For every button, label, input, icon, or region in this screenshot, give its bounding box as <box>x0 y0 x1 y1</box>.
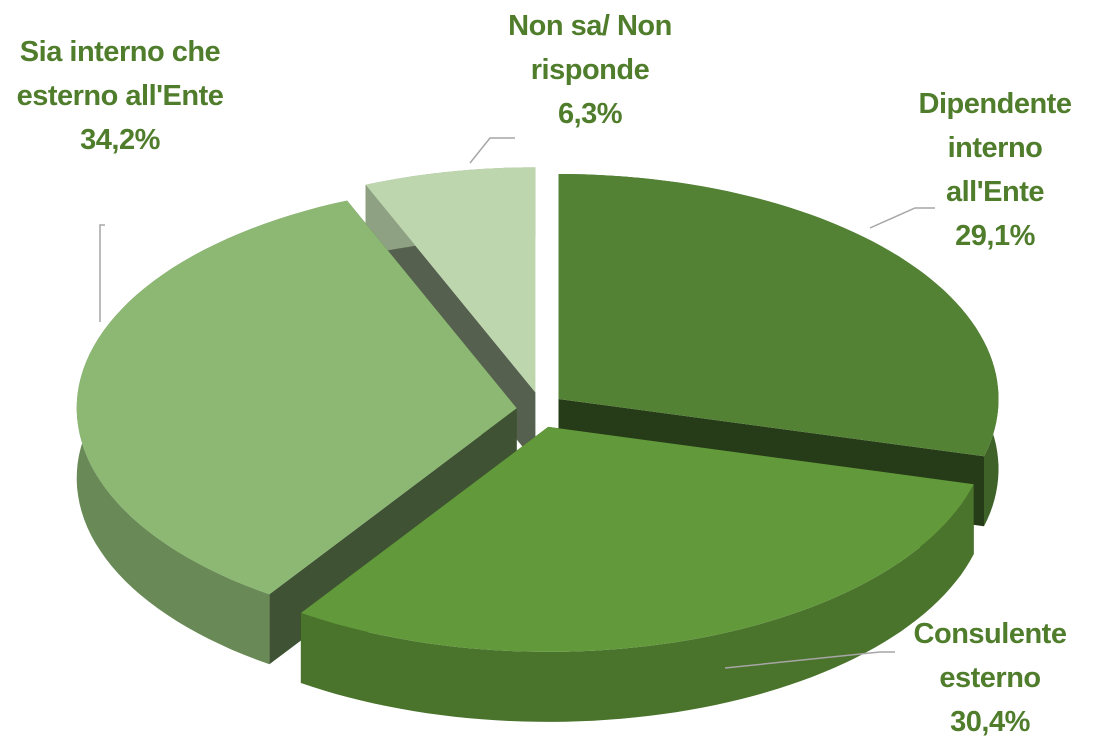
slice <box>76 200 517 665</box>
slice <box>300 426 974 722</box>
value-label: 29,1% <box>955 220 1035 252</box>
slice <box>558 174 999 457</box>
value-label: 6,3% <box>557 98 623 130</box>
slice <box>300 426 974 652</box>
leader-line <box>469 137 515 164</box>
slice-side <box>300 484 974 722</box>
data-label: Non sa/ Non risponde 6,3% <box>505 4 675 136</box>
leader-line <box>869 207 935 229</box>
category-name: Non sa/ Non risponde <box>508 10 672 86</box>
data-label: Consulente esterno 30,4% <box>890 612 1090 744</box>
category-name: Sia interno che esterno all'Ente <box>16 36 224 112</box>
leader-line <box>99 224 105 322</box>
value-label: 34,2% <box>80 124 160 156</box>
data-label: Dipendente interno all'Ente 29,1% <box>895 82 1095 258</box>
slice <box>365 167 536 393</box>
value-label: 30,4% <box>950 706 1030 738</box>
slice <box>76 200 517 595</box>
category-name: Dipendente interno all'Ente <box>918 88 1072 208</box>
category-name: Consulente esterno <box>913 618 1067 694</box>
leader-line <box>724 651 895 669</box>
data-label: Sia interno che esterno all'Ente 34,2% <box>0 30 240 162</box>
